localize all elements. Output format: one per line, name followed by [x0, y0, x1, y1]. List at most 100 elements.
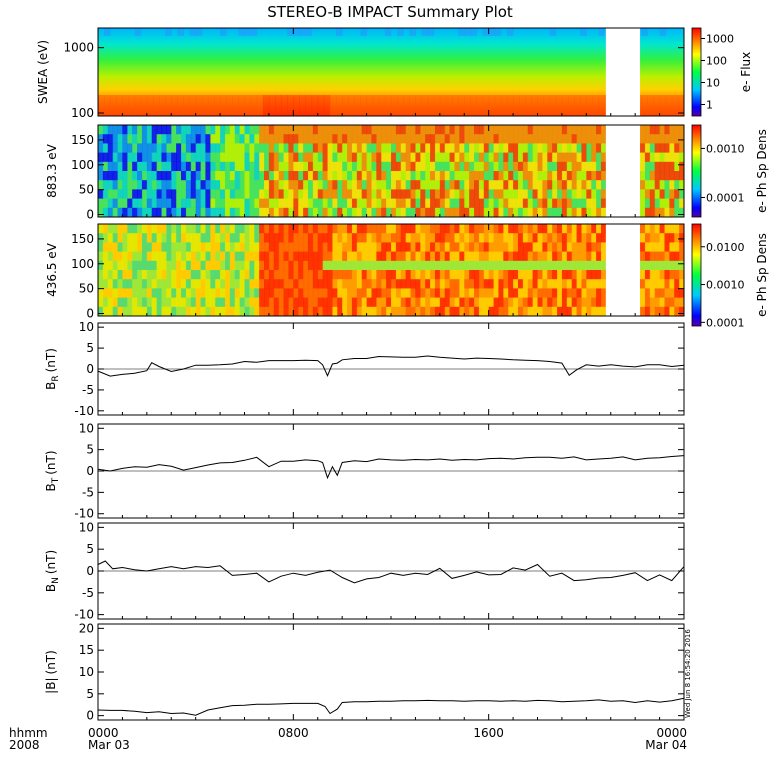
pad-436-texture-cell — [156, 288, 163, 298]
pad-436-texture-cell — [234, 297, 241, 307]
pad-883-texture-cell — [307, 152, 314, 162]
pad-436-texture-cell — [542, 242, 548, 252]
pad-436-texture-cell — [181, 297, 187, 307]
pad-436-texture-cell — [273, 270, 280, 280]
pad-436-texture-cell — [327, 288, 333, 298]
pad-883-texture-cell — [376, 143, 382, 153]
pad-436-texture-cell — [600, 251, 607, 261]
pad-883-texture-cell — [581, 152, 587, 162]
pad-883-texture-cell — [361, 180, 368, 190]
pad-883-texture-cell — [434, 198, 441, 208]
pad-883-texture-cell — [420, 152, 426, 162]
pad-883-texture-cell — [439, 180, 446, 190]
pad-883-texture-cell — [317, 171, 324, 181]
pad-436-texture-cell — [566, 233, 573, 243]
swea-texture-cell — [433, 95, 441, 116]
pad-436-texture-cell — [649, 242, 656, 252]
pad-436-texture-cell — [176, 242, 182, 252]
pad-883-texture-cell — [444, 143, 451, 153]
pad-436-texture-cell — [215, 297, 221, 307]
pad-436-texture-cell — [102, 260, 109, 271]
pad-436-texture-cell — [127, 251, 133, 261]
pad-883-texture-cell — [679, 171, 684, 181]
pad-436-texture-cell — [596, 224, 602, 234]
pad-883-texture-cell — [669, 143, 675, 153]
pad-436-texture-cell — [132, 297, 138, 307]
pad-436-texture-cell — [366, 251, 373, 261]
pad-436-texture-cell — [156, 242, 163, 252]
pad-436-texture-cell — [283, 251, 290, 261]
pad-436-texture-cell — [181, 224, 187, 234]
pad-883-texture-cell — [312, 207, 319, 217]
pad-436-texture-cell — [317, 242, 324, 252]
pad-436-texture-cell — [430, 233, 436, 243]
pad-883-texture-cell — [420, 143, 426, 153]
pad-436-texture-cell — [400, 306, 407, 316]
pad-436-texture-cell — [137, 297, 143, 307]
pad-436-texture-cell — [215, 270, 221, 280]
pad-436-texture-cell — [200, 279, 207, 289]
pad-883-texture-cell — [469, 171, 475, 181]
pad-436-texture-cell — [307, 279, 314, 289]
pad-883-texture-cell — [127, 161, 133, 172]
pad-436-texture-cell — [547, 270, 553, 280]
pad-436-texture-cell — [117, 242, 124, 252]
swea-ylabel: SWEA (eV) — [36, 40, 50, 104]
pad-436-texture-cell — [591, 251, 597, 261]
pad-883-texture-cell — [420, 198, 426, 208]
pad-436-texture-cell — [571, 270, 578, 280]
pad-436-texture-cell — [161, 279, 167, 289]
pad-883-texture-cell — [351, 125, 358, 135]
pad-436-texture-cell — [278, 224, 285, 234]
pad-883-texture-cell — [273, 161, 280, 172]
swea-texture-cell — [397, 95, 404, 116]
pad-883-texture-cell — [107, 143, 114, 153]
pad-883-texture-cell — [303, 134, 309, 144]
pad-883-texture-cell — [176, 198, 182, 208]
pad-883-texture-cell — [303, 152, 309, 162]
pad-883-texture-cell — [439, 152, 446, 162]
pad-436-texture-cell — [185, 260, 192, 271]
pad-436-texture-cell — [596, 306, 602, 316]
pad-883-texture-cell — [395, 161, 402, 172]
pad-883-colorbar — [691, 124, 702, 218]
pad-436-texture-cell — [254, 297, 260, 307]
pad-436-texture-cell — [283, 279, 290, 289]
pad-436-texture-cell — [474, 233, 480, 243]
pad-883-texture-cell — [654, 207, 661, 217]
pad-883-texture-cell — [581, 134, 587, 144]
pad-883-texture-cell — [654, 180, 661, 190]
pad-436-texture-cell — [586, 297, 592, 307]
pad-883-texture-cell — [527, 161, 534, 172]
pad-883-texture-cell — [254, 134, 260, 144]
pad-436-texture-cell — [322, 233, 329, 243]
pad-436-texture-cell — [181, 279, 187, 289]
pad-883-texture-cell — [337, 134, 343, 144]
pad-883-texture-cell — [361, 161, 368, 172]
pad-883-texture-cell — [273, 189, 280, 199]
pad-436-texture-cell — [483, 224, 490, 234]
pad-883-texture-cell — [434, 161, 441, 172]
pad-883-texture-cell — [679, 152, 684, 162]
pad-883-texture-cell — [547, 125, 553, 135]
pad-883-texture-cell — [244, 152, 250, 162]
pad-883-texture-cell — [303, 143, 309, 153]
bmag-ylabel-main: |B| — [44, 677, 58, 693]
pad-883-texture-cell — [181, 143, 187, 153]
pad-436-texture-cell — [640, 260, 646, 271]
pad-883-texture-cell — [361, 198, 368, 208]
pad-883-texture-cell — [430, 189, 436, 199]
pad-883-texture-cell — [522, 207, 529, 217]
pad-436-texture-cell — [420, 306, 426, 316]
pad-883-texture-cell — [600, 143, 607, 153]
pad-883-texture-cell — [527, 143, 534, 153]
pad-436-texture-cell — [293, 251, 299, 261]
swea-texture-cell — [323, 95, 331, 116]
pad-883-texture-cell — [239, 189, 246, 199]
pad-436-texture-cell — [405, 260, 412, 271]
pad-436-texture-cell — [600, 288, 607, 298]
pad-883-texture-cell — [649, 189, 656, 199]
pad-436-texture-cell — [561, 270, 568, 280]
pad-436-texture-cell — [342, 233, 348, 243]
pad-883-texture-cell — [571, 198, 578, 208]
